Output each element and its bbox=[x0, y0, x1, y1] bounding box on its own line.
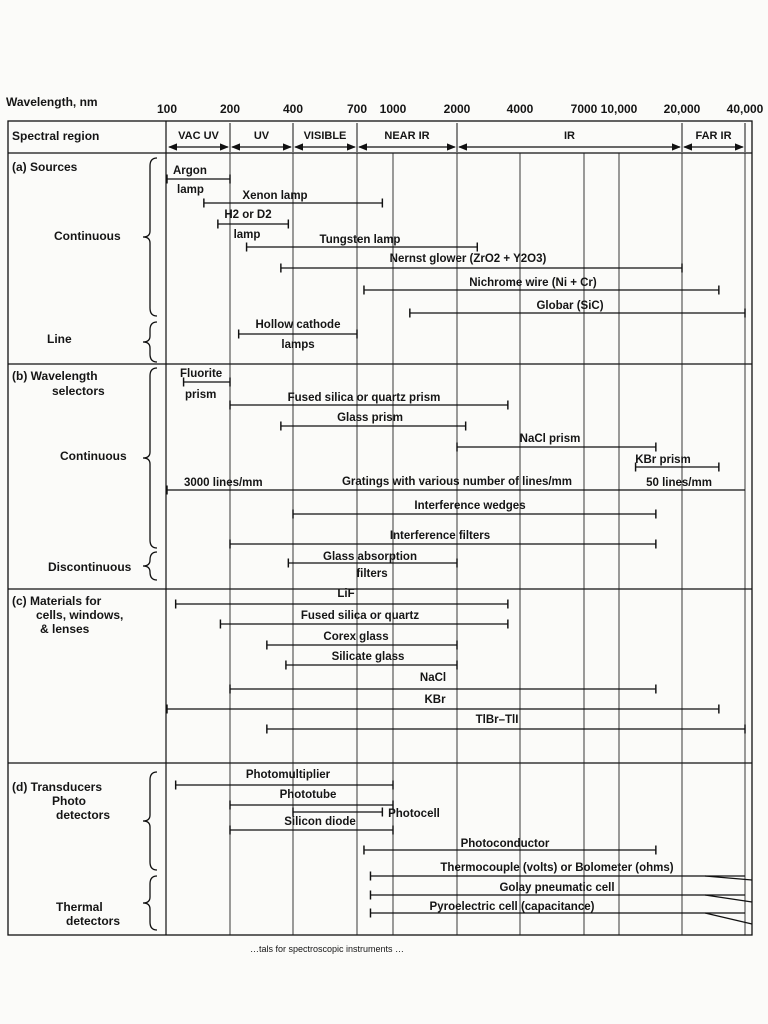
range-label: Xenon lamp bbox=[242, 190, 307, 202]
range-label: Nernst glower (ZrO2 + Y2O3) bbox=[390, 253, 547, 265]
range-label: Thermocouple (volts) or Bolometer (ohms) bbox=[440, 862, 673, 874]
range-label: Interference filters bbox=[390, 530, 490, 542]
wavelength-tick: 2000 bbox=[444, 102, 471, 116]
wavelength-label: Wavelength, nm bbox=[6, 95, 98, 109]
wavelength-tick: 40,000 bbox=[727, 102, 764, 116]
wavelength-tick: 200 bbox=[220, 102, 240, 116]
materials-title-line2: cells, windows, bbox=[36, 608, 123, 622]
range-label: Photoconductor bbox=[461, 838, 550, 850]
range-label: Tungsten lamp bbox=[320, 234, 401, 246]
range-label: Glass absorption bbox=[323, 551, 417, 563]
wavelength-tick: 10,000 bbox=[601, 102, 638, 116]
range-label: Globar (SiC) bbox=[536, 300, 603, 312]
range-label: TlBr–TlI bbox=[476, 714, 519, 726]
range-label-line2: lamp bbox=[177, 184, 204, 196]
range-label: Fused silica or quartz prism bbox=[288, 392, 441, 404]
region-label: VAC UV bbox=[178, 130, 219, 142]
range-label: NaCl bbox=[420, 672, 446, 684]
thermal-label-line2: detectors bbox=[66, 914, 120, 928]
range-label: Corex glass bbox=[323, 631, 388, 643]
wavelength-tick: 20,000 bbox=[664, 102, 701, 116]
brace bbox=[142, 321, 158, 363]
range-label: Hollow cathode bbox=[256, 319, 341, 331]
sources-continuous-label: Continuous bbox=[54, 229, 121, 243]
range-label: LiF bbox=[337, 588, 354, 600]
sources-title: (a) Sources bbox=[12, 160, 78, 174]
region-label: FAR IR bbox=[695, 130, 731, 142]
range-label: Silicate glass bbox=[332, 651, 405, 663]
brace bbox=[142, 551, 158, 581]
range-bars: Argon lamp Xenon lamp H2 or D2 lamp Tungsten … bbox=[166, 165, 753, 925]
selectors-title-line2: selectors bbox=[52, 384, 105, 398]
wavelength-tick: 700 bbox=[347, 102, 367, 116]
region-label: IR bbox=[564, 130, 575, 142]
range-label: Glass prism bbox=[337, 412, 403, 424]
wavelength-tick: 100 bbox=[157, 102, 177, 116]
range-label: Gratings with various number of lines/mm bbox=[342, 476, 572, 488]
range-label-line2: lamps bbox=[281, 339, 314, 351]
wavelength-tick: 400 bbox=[283, 102, 303, 116]
spectral-region-label: Spectral region bbox=[12, 129, 99, 143]
sources-line-label: Line bbox=[47, 332, 72, 346]
range-label: Photomultiplier bbox=[246, 769, 331, 781]
brace bbox=[142, 157, 158, 317]
transducers-photo-label: Photo bbox=[52, 794, 86, 808]
range-label: Nichrome wire (Ni + Cr) bbox=[469, 277, 597, 289]
brace bbox=[142, 771, 158, 871]
wavelength-ticks: 100 200 400 700 1000 2000 4000 7000 10,000 20,000… bbox=[157, 102, 764, 116]
range-bar-tail bbox=[704, 894, 753, 903]
footer-fragment: …tals for spectroscopic instruments … bbox=[250, 944, 404, 954]
range-label: Interference wedges bbox=[414, 500, 525, 512]
range-label: Argon bbox=[173, 165, 207, 177]
wavelength-tick: 4000 bbox=[507, 102, 534, 116]
wavelength-tick: 1000 bbox=[380, 102, 407, 116]
materials-title: (c) Materials for bbox=[12, 594, 102, 608]
brace bbox=[142, 367, 158, 549]
range-label: NaCl prism bbox=[520, 433, 581, 445]
range-label: Pyroelectric cell (capacitance) bbox=[430, 901, 595, 913]
category-braces bbox=[142, 157, 158, 931]
range-label-line2: filters bbox=[356, 568, 387, 580]
range-label: Golay pneumatic cell bbox=[499, 882, 614, 894]
range-bar-tail bbox=[704, 912, 753, 925]
range-bar-tail bbox=[704, 875, 753, 881]
region-label: UV bbox=[254, 130, 270, 142]
materials-title-line3: & lenses bbox=[40, 622, 90, 636]
range-label: H2 or D2 bbox=[224, 209, 271, 221]
brace bbox=[142, 875, 158, 931]
selectors-continuous-label: Continuous bbox=[60, 449, 127, 463]
range-label: Photocell bbox=[388, 808, 440, 820]
range-label-line2: prism bbox=[185, 389, 216, 401]
range-label: Silicon diode bbox=[284, 816, 356, 828]
table-border bbox=[7, 120, 753, 936]
transducers-title: (d) Transducers bbox=[12, 780, 102, 794]
wavelength-tick: 7000 bbox=[571, 102, 598, 116]
grating-left-note: 3000 lines/mm bbox=[184, 477, 263, 489]
range-label-line2: lamp bbox=[234, 229, 261, 241]
range-label: Fluorite bbox=[180, 368, 222, 380]
table-frame bbox=[7, 120, 753, 936]
section-labels: (a) Sources Continuous Line (b) Waveleng… bbox=[12, 160, 132, 928]
selectors-title: (b) Wavelength bbox=[12, 369, 98, 383]
region-label: NEAR IR bbox=[384, 130, 429, 142]
range-label: KBr prism bbox=[635, 454, 691, 466]
range-label: Fused silica or quartz bbox=[301, 610, 419, 622]
transducers-photo-label-line2: detectors bbox=[56, 808, 110, 822]
spectral-regions: VAC UV UV VISIBLE NEAR IR IR FAR IR bbox=[168, 123, 746, 152]
thermal-label: Thermal bbox=[56, 900, 103, 914]
grating-right-note: 50 lines/mm bbox=[646, 477, 712, 489]
selectors-discontinuous-label: Discontinuous bbox=[48, 560, 132, 574]
range-label: KBr bbox=[424, 694, 446, 706]
range-label: Phototube bbox=[280, 789, 337, 801]
region-label: VISIBLE bbox=[304, 130, 347, 142]
